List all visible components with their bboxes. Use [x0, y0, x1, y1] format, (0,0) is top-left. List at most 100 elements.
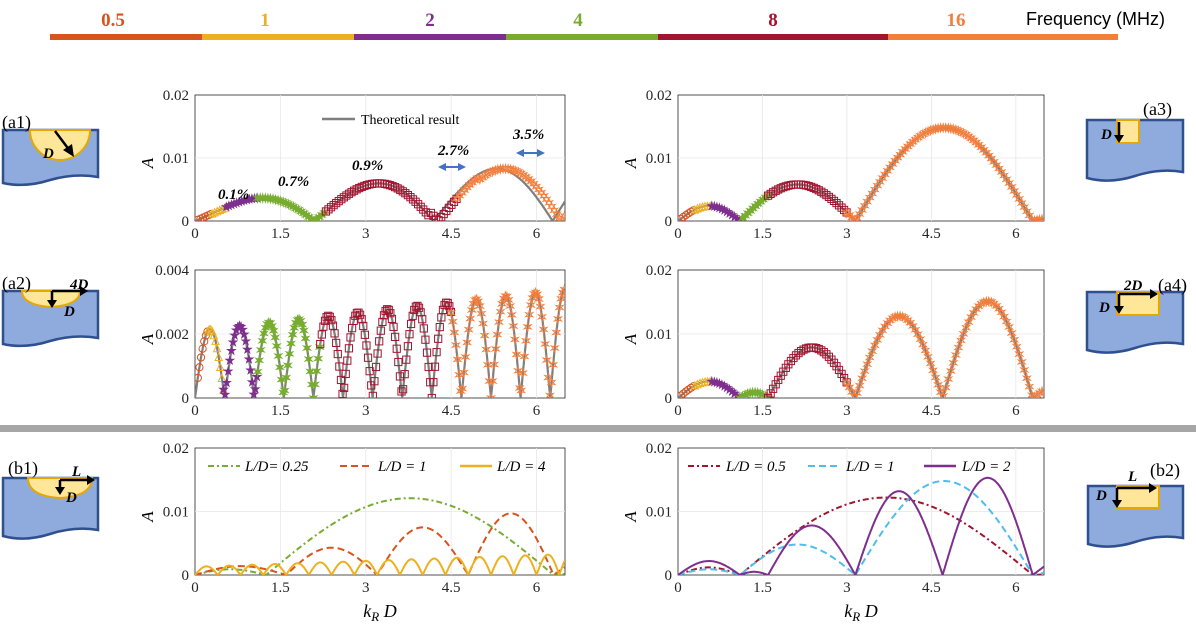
diagram-label: (a4): [1158, 275, 1187, 296]
error-label-3: 0.9%: [352, 158, 383, 174]
data-marker-f8: [408, 195, 418, 204]
data-marker-f2: [224, 354, 236, 366]
chart-b2: 0 1.5 3 4.5 6 0 0.01 0.02 AkR D: [621, 441, 1045, 624]
data-marker-f16: [950, 123, 961, 136]
x-tick-label: 4.5: [442, 580, 461, 596]
data-marker-f16: [517, 367, 528, 379]
data-marker-f16: [487, 375, 498, 387]
data-marker-f8: [319, 322, 328, 331]
diagram-label: (a3): [1143, 99, 1172, 120]
data-marker-f16: [516, 384, 527, 397]
data-marker-f16: [519, 350, 530, 363]
data-marker-f16: [857, 372, 868, 385]
x-tick-label: 1.5: [271, 403, 290, 419]
data-marker-f16: [548, 359, 559, 371]
data-marker-f1: [217, 373, 227, 383]
data-marker-f16: [1011, 340, 1022, 353]
data-marker-f4: [259, 327, 269, 340]
data-marker-f16: [1014, 193, 1025, 205]
data-marker-f16: [869, 339, 880, 352]
y-tick-label: 0: [182, 568, 190, 584]
dim-label-2: D: [65, 490, 77, 506]
data-marker-f4: [257, 192, 268, 204]
y-tick-label: 0.02: [646, 88, 672, 104]
diagram-a1: (a1) D: [1, 112, 100, 187]
data-marker-f16: [867, 345, 878, 358]
data-marker-f16: [533, 293, 544, 305]
data-marker-f8: [330, 329, 339, 338]
series-line: [195, 512, 565, 575]
data-marker-f16: [933, 379, 944, 391]
data-marker-f8: [391, 332, 400, 342]
a1-annotations: Theoretical result 0.1% 0.7% 0.9% 2.7% 3…: [218, 113, 545, 203]
data-marker-f4: [313, 352, 324, 365]
data-marker-f16: [864, 351, 875, 364]
data-marker-f16: [983, 295, 994, 308]
arrow-icon: [1114, 122, 1124, 143]
data-marker-f8: [363, 353, 373, 362]
x-tick-label: 6: [533, 226, 541, 242]
legend-theory-label: Theoretical result: [361, 113, 459, 128]
data-marker-f16: [554, 301, 565, 314]
x-tick-label: 1.5: [271, 580, 290, 596]
data-marker-f8: [370, 377, 379, 386]
data-marker-f8: [371, 362, 381, 372]
series-line: [678, 496, 1044, 575]
data-marker-f16: [953, 341, 964, 354]
data-marker-f8: [349, 316, 358, 325]
diagram-a3: (a3) D: [1085, 99, 1185, 182]
data-marker-f16: [513, 166, 524, 178]
data-marker-f8: [338, 389, 347, 398]
x-tick-label: 4.5: [922, 226, 941, 242]
data-marker-f16: [857, 204, 868, 216]
data-marker-f16: [897, 310, 908, 323]
data-marker-f16: [451, 192, 462, 205]
x-tick-label: 0: [674, 226, 682, 242]
data-marker-f4: [287, 328, 298, 341]
data-marker-f8: [414, 303, 424, 312]
data-marker-f16: [943, 122, 954, 134]
data-marker-f1: [695, 378, 705, 388]
data-marker-f8: [405, 330, 414, 339]
data-marker-f8: [763, 393, 773, 398]
data-marker-f16: [493, 316, 504, 328]
legend-label-2: L/D = 1: [845, 459, 894, 475]
dim-label-2: D: [63, 304, 75, 320]
x-tick-label: 1.5: [753, 403, 772, 419]
series-line: [195, 553, 565, 575]
chart-b1: 0 1.5 3 4.5 6 0 0.01 0.02 AkR D: [138, 441, 566, 624]
diagram-a2: (a2) 4D D: [1, 273, 100, 348]
data-marker-f16: [454, 189, 465, 202]
data-marker-f8: [316, 340, 325, 349]
data-marker-f16: [955, 334, 966, 347]
data-marker-f8: [418, 315, 427, 324]
series-layer: [195, 283, 565, 398]
data-marker-f16: [505, 300, 516, 312]
data-marker-f16: [556, 292, 565, 305]
data-marker-f8: [449, 197, 459, 206]
data-marker-f8: [326, 203, 336, 212]
data-marker-f16: [449, 326, 460, 339]
freq-label-1: 1: [260, 10, 270, 31]
data-marker-f8: [378, 317, 387, 327]
data-marker-f16: [492, 328, 503, 341]
data-marker-f4: [255, 344, 266, 356]
data-marker-f2: [237, 323, 248, 335]
data-marker-f16: [500, 162, 511, 175]
x-tick-label: 0: [674, 580, 682, 596]
data-marker-f2: [242, 343, 253, 355]
data-marker-f8: [416, 202, 425, 211]
data-marker-f8: [786, 356, 795, 366]
data-marker-f16: [1037, 213, 1044, 221]
data-marker-f8: [439, 209, 448, 219]
data-marker-f4: [298, 324, 309, 337]
x-tick-label: 0: [674, 403, 682, 419]
data-marker-f8: [837, 203, 846, 212]
data-marker-f8: [422, 348, 432, 357]
freq-segment-1: [202, 34, 354, 40]
data-marker-f1: [214, 352, 224, 362]
data-marker-f8: [317, 330, 326, 339]
data-marker-f8: [444, 203, 453, 213]
data-marker-f16: [1016, 197, 1027, 209]
data-marker-f16: [981, 295, 992, 308]
